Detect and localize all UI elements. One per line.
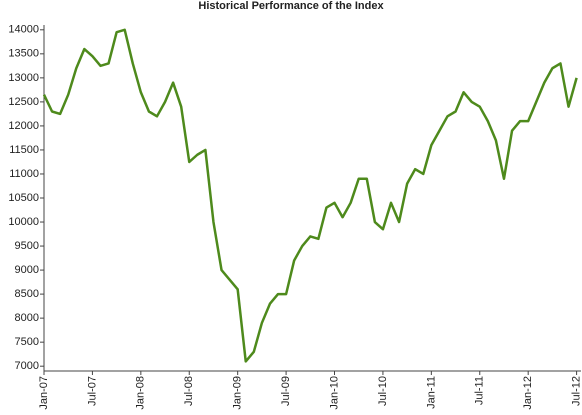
x-tick-label: Jul-10 (377, 376, 389, 406)
chart-title: Historical Performance of the Index (198, 0, 384, 12)
x-tick-label: Jan-09 (232, 376, 244, 410)
x-tick-label: Jul-08 (183, 376, 195, 406)
y-tick-label: 8000 (15, 312, 39, 324)
x-tick-label: Jan-08 (135, 376, 147, 410)
y-tick-label: 8500 (15, 288, 39, 300)
y-tick-label: 12000 (8, 120, 39, 132)
y-tick-label: 7500 (15, 336, 39, 348)
y-tick-label: 14000 (8, 24, 39, 36)
y-tick-label: 7000 (15, 360, 39, 372)
x-tick-label: Jul-07 (86, 376, 98, 406)
x-tick-label: Jan-07 (38, 376, 50, 410)
y-tick-label: 13500 (8, 48, 39, 60)
y-tick-label: 9000 (15, 264, 39, 276)
x-tick-label: Jan-12 (522, 376, 534, 410)
y-tick-label: 11000 (9, 168, 39, 180)
data-line (42, 28, 578, 363)
y-tick-label: 13000 (8, 72, 39, 84)
x-tick-label: Jan-11 (425, 376, 437, 409)
y-tick-label: 12500 (8, 96, 39, 108)
y-tick-label: 10000 (8, 216, 39, 228)
x-tick-label: Jul-11 (474, 376, 486, 405)
x-tick-label: Jan-10 (328, 376, 340, 410)
y-tick-label: 9500 (15, 240, 39, 252)
x-tick-label: Jul-12 (571, 376, 582, 406)
x-tick-label: Jul-09 (280, 376, 292, 406)
y-tick-label: 10500 (8, 192, 39, 204)
y-tick-label: 11500 (9, 144, 39, 156)
